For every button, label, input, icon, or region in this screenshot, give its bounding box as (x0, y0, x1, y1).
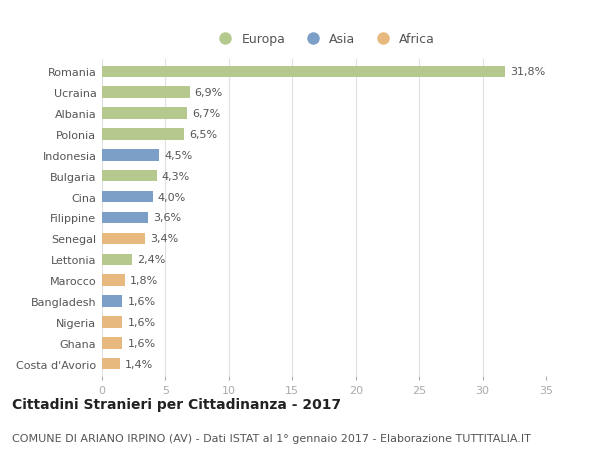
Bar (102, 67, 505, 78)
Text: 4,0%: 4,0% (158, 192, 186, 202)
Text: 6,7%: 6,7% (192, 109, 220, 119)
Text: 3,4%: 3,4% (150, 234, 178, 244)
Bar (102, 358, 120, 369)
Bar (102, 87, 190, 99)
Text: 6,5%: 6,5% (190, 130, 218, 140)
Text: 31,8%: 31,8% (511, 67, 546, 77)
Bar (102, 254, 133, 265)
Text: 3,6%: 3,6% (153, 213, 181, 223)
Bar (102, 150, 159, 161)
Text: 1,6%: 1,6% (127, 338, 155, 348)
Text: 1,6%: 1,6% (127, 297, 155, 306)
Text: 4,5%: 4,5% (164, 151, 193, 161)
Text: 6,9%: 6,9% (194, 88, 223, 98)
Bar (102, 316, 122, 328)
Bar (102, 171, 157, 182)
Text: 4,3%: 4,3% (161, 171, 190, 181)
Text: 1,4%: 1,4% (125, 359, 153, 369)
Bar (102, 129, 184, 140)
Bar (102, 191, 153, 203)
Bar (102, 213, 148, 224)
Text: 2,4%: 2,4% (137, 255, 166, 265)
Bar (102, 337, 122, 349)
Bar (102, 275, 125, 286)
Legend: Europa, Asia, Africa: Europa, Asia, Africa (208, 28, 440, 51)
Bar (102, 108, 187, 120)
Text: Cittadini Stranieri per Cittadinanza - 2017: Cittadini Stranieri per Cittadinanza - 2… (12, 397, 341, 412)
Bar (102, 233, 145, 245)
Bar (102, 296, 122, 307)
Text: 1,8%: 1,8% (130, 275, 158, 285)
Text: 1,6%: 1,6% (127, 317, 155, 327)
Text: COMUNE DI ARIANO IRPINO (AV) - Dati ISTAT al 1° gennaio 2017 - Elaborazione TUTT: COMUNE DI ARIANO IRPINO (AV) - Dati ISTA… (12, 433, 531, 442)
